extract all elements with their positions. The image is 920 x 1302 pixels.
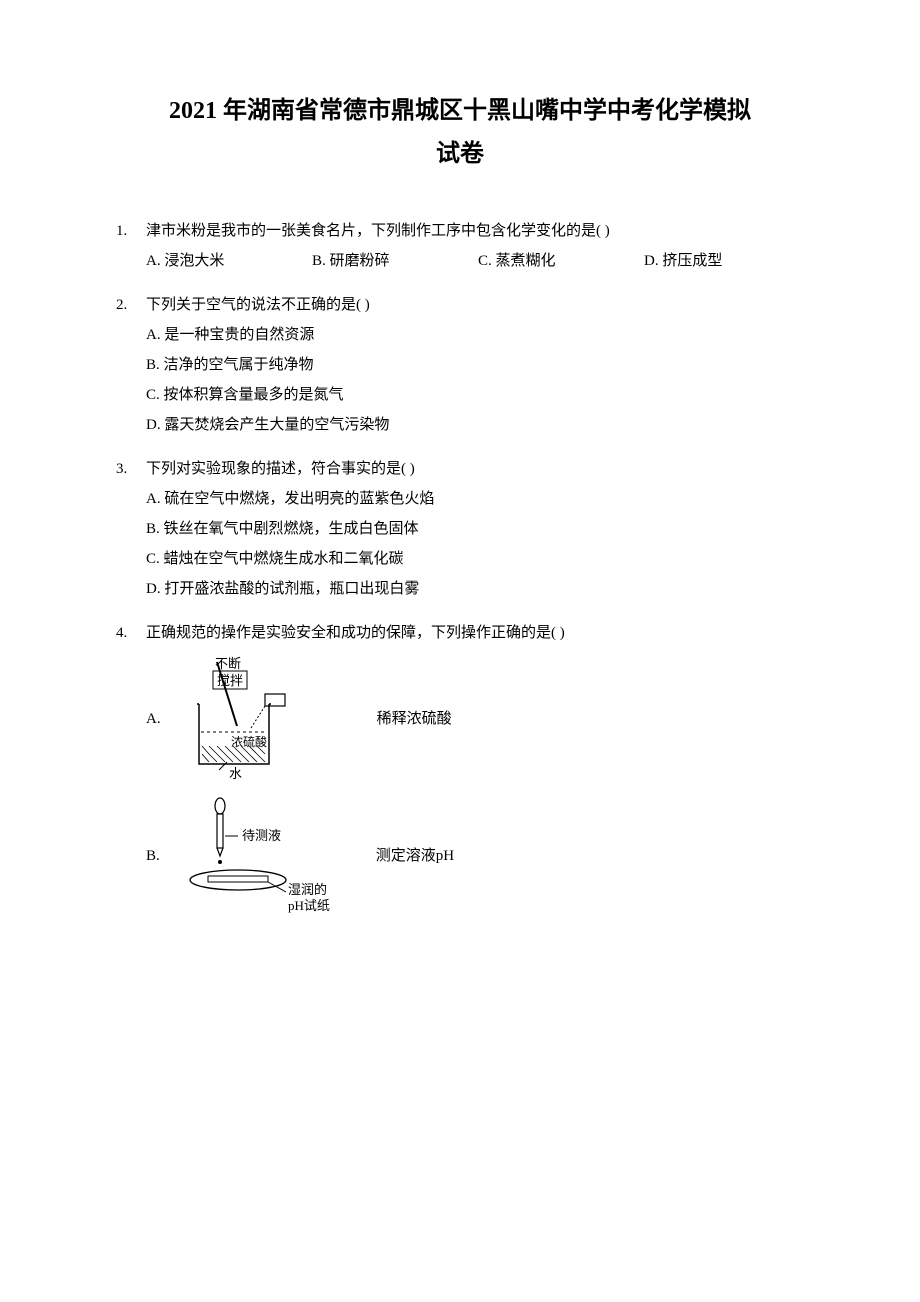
q4-stem: 正确规范的操作是实验安全和成功的保障，下列操作正确的是( ) (146, 618, 810, 648)
q4-opt-a-caption: 稀释浓硫酸 (377, 704, 452, 734)
title-line-1: 2021 年湖南省常德市鼎城区十黑山嘴中学中考化学模拟 (110, 90, 810, 133)
q2-stem: 下列关于空气的说法不正确的是( ) (146, 290, 810, 320)
q1-options: A. 浸泡大米 B. 研磨粉碎 C. 蒸煮糊化 D. 挤压成型 (110, 246, 810, 276)
label-sample: 待测液 (242, 828, 281, 843)
q2-opt-d: D. 露天焚烧会产生大量的空气污染物 (146, 410, 810, 440)
question-2: 2. 下列关于空气的说法不正确的是( ) A. 是一种宝贵的自然资源 B. 洁净… (110, 290, 810, 440)
q4-opt-a: A. (110, 654, 810, 784)
q3-number: 3. (110, 454, 146, 484)
q3-options: A. 硫在空气中燃烧，发出明亮的蓝紫色火焰 B. 铁丝在氧气中剧烈燃烧，生成白色… (110, 484, 810, 604)
q4-opt-b-label: B. (146, 841, 160, 871)
q2-number: 2. (110, 290, 146, 320)
label-wet: 湿润的 (288, 882, 327, 897)
q3-stem: 下列对实验现象的描述，符合事实的是( ) (146, 454, 810, 484)
q3-opt-a: A. 硫在空气中燃烧，发出明亮的蓝紫色火焰 (146, 484, 810, 514)
q4-opt-a-label: A. (146, 704, 161, 734)
question-1: 1. 津市米粉是我市的一张美食名片，下列制作工序中包含化学变化的是( ) A. … (110, 216, 810, 276)
q1-stem: 津市米粉是我市的一张美食名片，下列制作工序中包含化学变化的是( ) (146, 216, 810, 246)
q2-opt-c: C. 按体积算含量最多的是氮气 (146, 380, 810, 410)
ph-test-diagram: 待测液 湿润的 pH试纸 (168, 796, 368, 916)
title-line-2: 试卷 (110, 133, 810, 176)
q3-opt-d: D. 打开盛浓盐酸的试剂瓶，瓶口出现白雾 (146, 574, 810, 604)
q2-opt-a: A. 是一种宝贵的自然资源 (146, 320, 810, 350)
q1-number: 1. (110, 216, 146, 246)
exam-title: 2021 年湖南省常德市鼎城区十黑山嘴中学中考化学模拟 试卷 (110, 90, 810, 176)
q3-opt-c: C. 蜡烛在空气中燃烧生成水和二氧化碳 (146, 544, 810, 574)
q1-opt-a: A. 浸泡大米 (146, 246, 312, 276)
q2-opt-b: B. 洁净的空气属于纯净物 (146, 350, 810, 380)
q1-opt-d: D. 挤压成型 (644, 246, 810, 276)
q2-options: A. 是一种宝贵的自然资源 B. 洁净的空气属于纯净物 C. 按体积算含量最多的… (110, 320, 810, 440)
q4-opt-b: B. 待测液 湿润的 pH试纸 测定溶液pH (110, 796, 810, 916)
q1-opt-b: B. 研磨粉碎 (312, 246, 478, 276)
label-paper: pH试纸 (288, 898, 330, 913)
question-4: 4. 正确规范的操作是实验安全和成功的保障，下列操作正确的是( ) A. (110, 618, 810, 916)
q1-opt-c: C. 蒸煮糊化 (478, 246, 644, 276)
label-stir1: 不断 (215, 656, 241, 671)
q3-opt-b: B. 铁丝在氧气中剧烈燃烧，生成白色固体 (146, 514, 810, 544)
label-stir2: 搅拌 (217, 673, 243, 688)
label-acid: 浓硫酸 (231, 734, 267, 749)
q4-number: 4. (110, 618, 146, 648)
label-water: 水 (229, 766, 242, 781)
question-3: 3. 下列对实验现象的描述，符合事实的是( ) A. 硫在空气中燃烧，发出明亮的… (110, 454, 810, 604)
q4-opt-b-caption: 测定溶液pH (376, 841, 454, 871)
beaker-dilution-diagram: 不断 搅拌 浓硫酸 水 (169, 654, 369, 784)
